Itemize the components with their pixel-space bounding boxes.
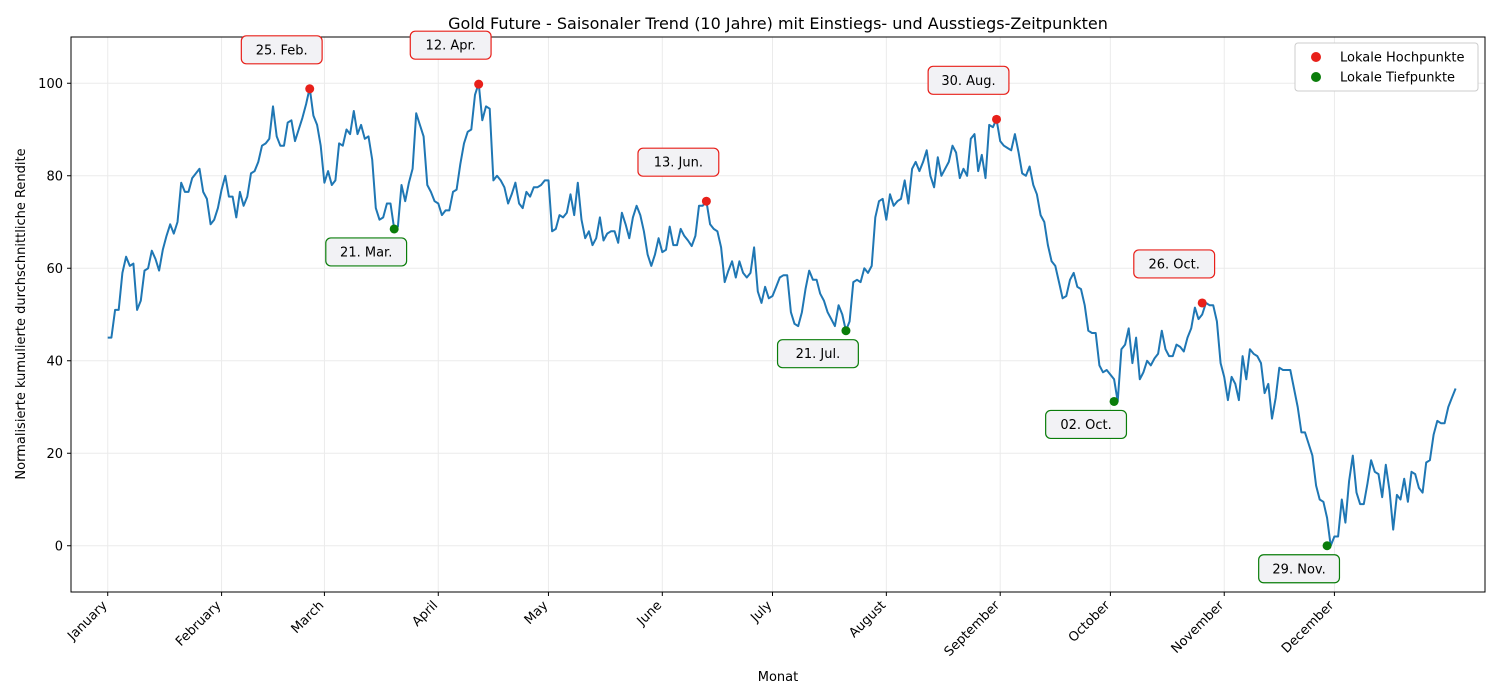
legend: Lokale Hochpunkte Lokale Tiefpunkte — [1294, 42, 1479, 92]
series-line — [107, 82, 1457, 547]
x-tick-label: December — [1279, 598, 1338, 657]
high-annotation: 13. Jun. — [637, 147, 720, 177]
low-label: 29. Nov. — [1272, 562, 1325, 577]
legend-box — [1294, 42, 1479, 92]
low-point — [389, 224, 399, 234]
x-tick-label: September — [942, 598, 1004, 660]
low-annotation: 21. Mar. — [325, 237, 408, 267]
high-point — [701, 196, 711, 206]
legend-high-label: Lokale Hochpunkte — [1340, 51, 1464, 66]
low-annotation: 29. Nov. — [1258, 554, 1341, 584]
low-point — [841, 326, 851, 336]
legend-high-marker — [1311, 52, 1321, 62]
low-label-box — [1258, 554, 1341, 584]
plot-frame — [70, 36, 1486, 593]
high-annotation: 30. Aug. — [927, 65, 1010, 95]
legend-low-marker — [1311, 72, 1321, 82]
high-annotation: 12. Apr. — [409, 30, 492, 60]
grid — [71, 37, 1485, 592]
high-annotation: 26. Oct. — [1133, 249, 1216, 279]
high-point — [305, 84, 315, 94]
y-tick-label: 0 — [55, 539, 63, 554]
low-annotation: 21. Jul. — [776, 339, 859, 369]
high-point — [474, 79, 484, 89]
y-axis-label: Normalisierte kumulierte durchschnittlic… — [14, 148, 29, 479]
low-label: 02. Oct. — [1060, 418, 1111, 433]
high-point — [1197, 298, 1207, 308]
low-annotation: 02. Oct. — [1045, 409, 1128, 440]
x-tick-label: April — [409, 598, 441, 630]
x-tick-label: February — [173, 598, 225, 650]
low-label-box — [776, 339, 859, 369]
y-tick-label: 100 — [38, 77, 63, 92]
low-point — [1322, 541, 1332, 551]
x-axis: January February March April May June July Augu… — [64, 592, 1338, 660]
high-label-box — [927, 65, 1010, 95]
chart-title: Gold Future - Saisonaler Trend (10 Jahre… — [448, 14, 1108, 33]
legend-low-label: Lokale Tiefpunkte — [1340, 71, 1455, 86]
low-point — [1109, 396, 1119, 406]
x-tick-label: January — [64, 598, 110, 644]
x-tick-label: June — [634, 598, 665, 629]
x-axis-label: Monat — [758, 670, 798, 685]
x-tick-label: November — [1169, 598, 1228, 657]
high-label: 30. Aug. — [941, 74, 995, 89]
high-label-box — [409, 30, 492, 60]
y-tick-label: 60 — [46, 262, 63, 277]
high-label-box — [240, 35, 323, 65]
y-tick-label: 20 — [46, 447, 63, 462]
low-label: 21. Mar. — [340, 245, 392, 260]
high-label: 25. Feb. — [256, 43, 308, 58]
high-point — [992, 114, 1002, 124]
low-label-box — [1045, 409, 1128, 440]
x-tick-label: July — [747, 598, 775, 626]
series-layer — [107, 82, 1457, 547]
low-label: 21. Jul. — [796, 347, 841, 362]
y-tick-label: 40 — [46, 354, 63, 369]
x-tick-label: August — [846, 598, 889, 641]
high-label: 13. Jun. — [654, 156, 703, 171]
high-label: 26. Oct. — [1148, 257, 1199, 272]
x-tick-label: October — [1066, 598, 1114, 646]
x-tick-label: May — [522, 598, 552, 628]
high-label-box — [1133, 249, 1216, 279]
y-axis: 0 20 40 60 80 100 — [38, 77, 71, 554]
annotations: 25. Feb. 12. Apr. 13. Jun. 30. Aug. 26. Oct.… — [240, 30, 1341, 584]
y-tick-label: 80 — [46, 169, 63, 184]
x-tick-label: March — [289, 598, 328, 637]
high-label-box — [637, 147, 720, 177]
high-label: 12. Apr. — [426, 39, 476, 54]
low-label-box — [325, 237, 408, 267]
high-annotation: 25. Feb. — [240, 35, 323, 65]
